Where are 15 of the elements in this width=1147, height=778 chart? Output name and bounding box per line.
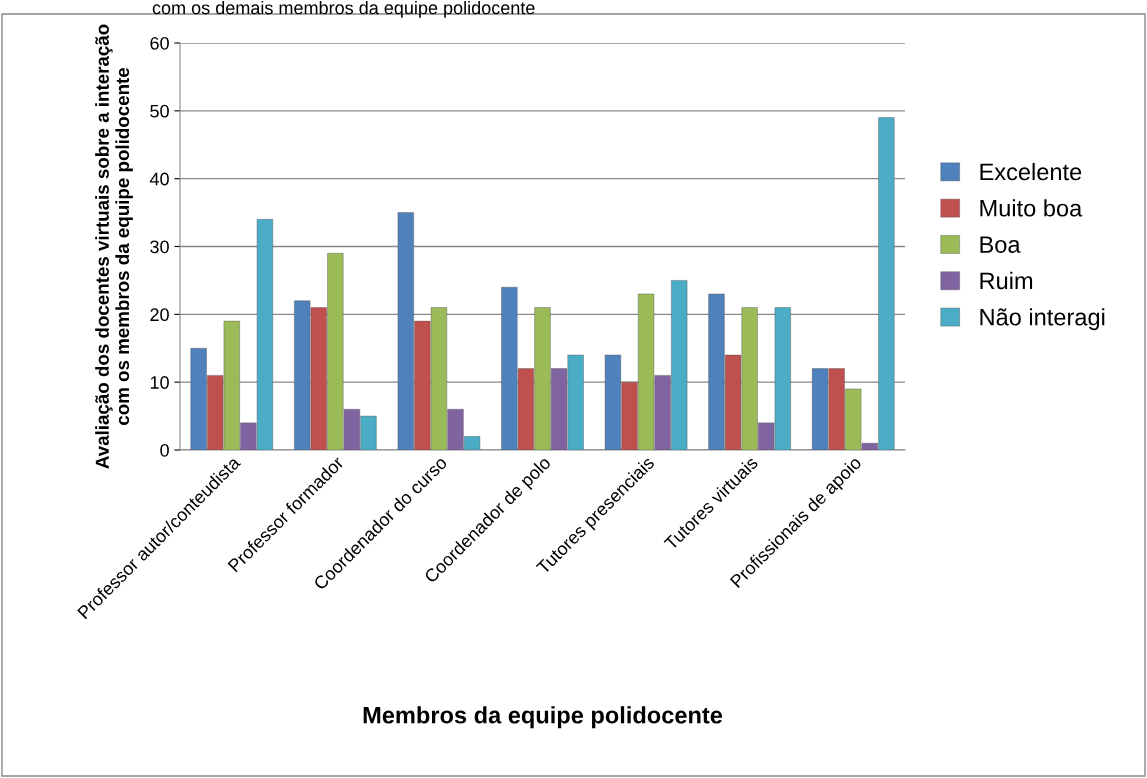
legend-label: Ruim: [980, 271, 1033, 290]
y-axis-title: Avaliação dos docentes virtuais sobre a interação com os membros da equipe polidocente: [95, 24, 133, 469]
y-tick-label: 0: [160, 443, 169, 457]
chart-title: com os demais membros da equipe polidocente: [152, 1, 535, 18]
y-tick-label: 10: [150, 376, 169, 389]
legend-label: Muito boa: [980, 199, 1083, 217]
y-tick-label: 20: [150, 308, 169, 322]
legend-label: Boa: [980, 236, 1021, 253]
y-tick-label: 50: [150, 104, 169, 118]
legend-label: Excelente: [980, 162, 1082, 181]
legend-label: Não interagi: [980, 308, 1105, 331]
y-tick-label: 40: [149, 172, 169, 186]
y-tick-label: 60: [150, 36, 169, 50]
x-axis-title: Membros da equipe polidocente: [363, 706, 723, 729]
y-tick-label: 30: [150, 240, 169, 254]
